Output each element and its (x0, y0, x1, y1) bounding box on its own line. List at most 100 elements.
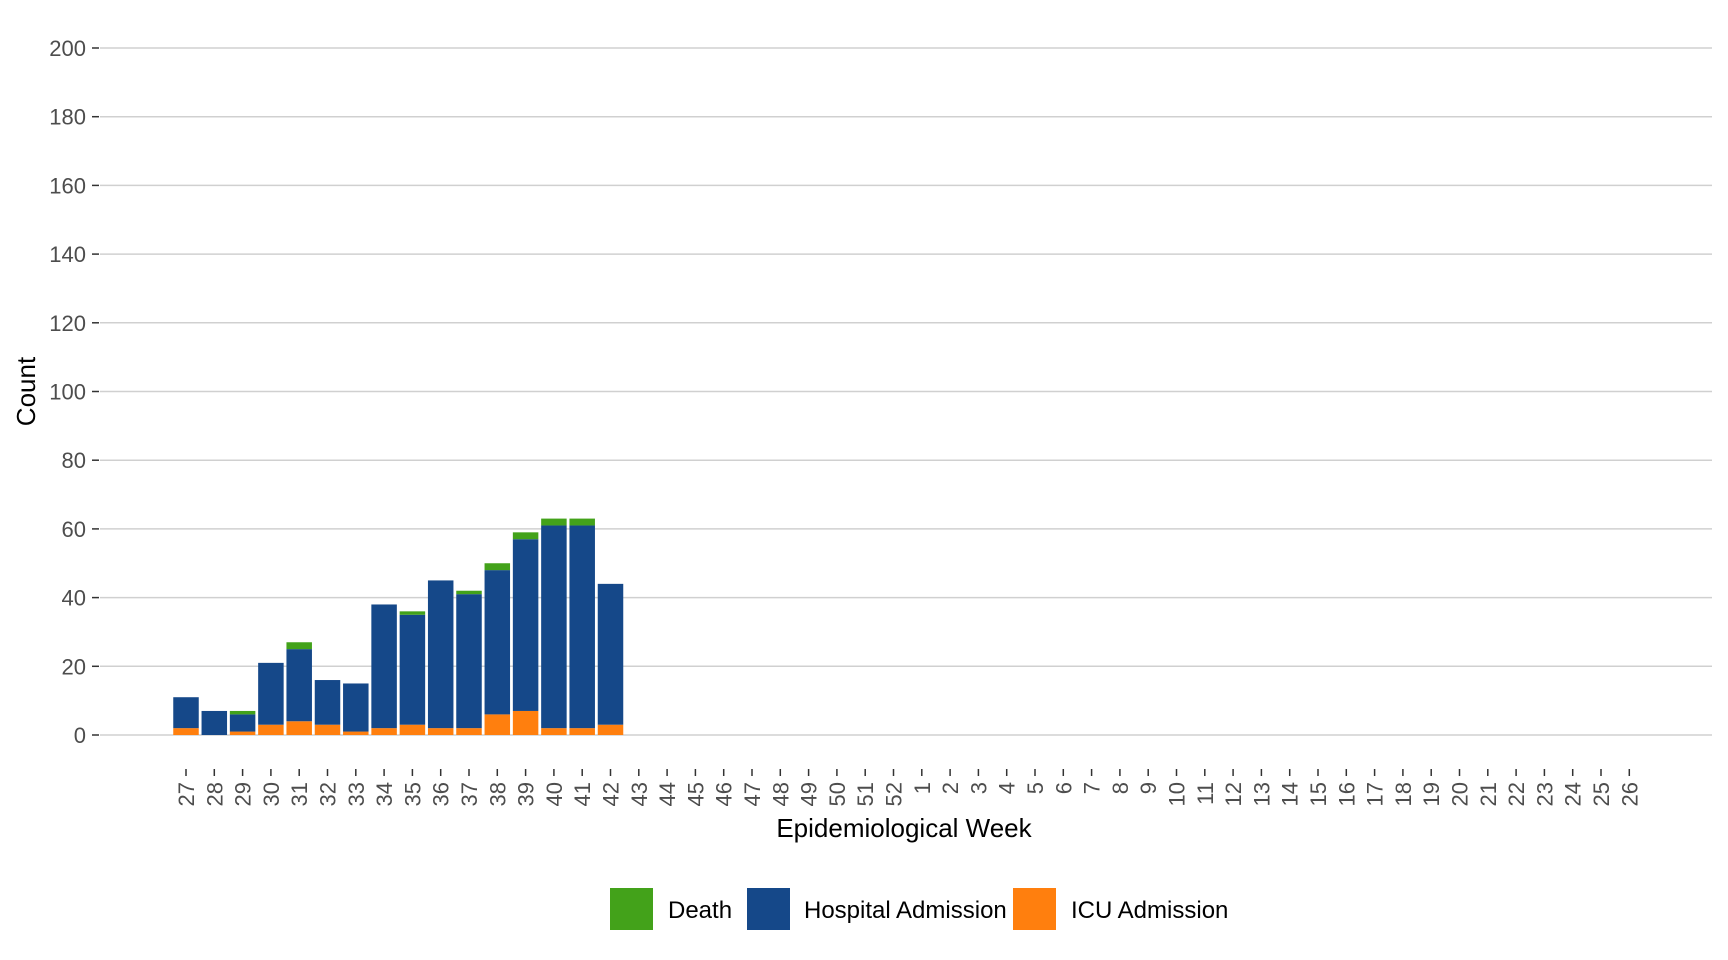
bar-icu-admission (569, 728, 595, 735)
x-tick-label: 24 (1561, 782, 1586, 806)
x-tick-label: 27 (174, 782, 199, 806)
x-tick-label: 32 (316, 782, 341, 806)
y-tick-label: 180 (49, 105, 86, 130)
y-axis-title: Count (11, 356, 41, 426)
x-tick-label: 49 (797, 782, 822, 806)
x-tick-label: 23 (1532, 782, 1557, 806)
x-tick-label: 13 (1249, 782, 1274, 806)
legend-swatch-hospital-admission (747, 888, 790, 930)
x-tick-label: 20 (1448, 782, 1473, 806)
legend-swatch-icu-admission (1013, 888, 1056, 930)
bar-hospital-admission (399, 614, 426, 725)
bar-icu-admission (314, 724, 341, 735)
bar-hospital-admission (484, 570, 511, 715)
bar-death (286, 642, 312, 650)
bar-icu-admission (484, 714, 511, 735)
x-tick-label: 34 (372, 782, 397, 806)
bar-death (456, 590, 482, 595)
x-tick-label: 11 (1193, 782, 1218, 805)
x-tick-label: 31 (287, 782, 312, 806)
bar-hospital-admission (343, 683, 369, 732)
x-tick-label: 28 (202, 782, 227, 806)
x-tick-label: 44 (655, 782, 680, 806)
x-tick-label: 52 (882, 782, 907, 806)
y-tick-label: 200 (49, 36, 86, 61)
y-tick-label: 120 (49, 311, 86, 336)
y-tick-label: 60 (62, 517, 86, 542)
bar-hospital-admission (173, 697, 199, 729)
bar-hospital-admission (314, 680, 341, 725)
x-tick-label: 43 (627, 782, 652, 806)
x-tick-label: 33 (344, 782, 369, 806)
bar-hospital-admission (427, 580, 454, 729)
x-tick-label: 16 (1334, 782, 1359, 806)
bar-hospital-admission (569, 525, 595, 729)
bar-icu-admission (343, 731, 369, 735)
y-tick-label: 140 (49, 242, 86, 267)
x-tick-label: 48 (768, 782, 793, 806)
x-tick-label: 12 (1221, 782, 1246, 806)
x-tick-label: 45 (683, 782, 708, 806)
legend: Death Hospital Admission ICU Admission (610, 888, 1228, 930)
y-tick-label: 100 (49, 380, 86, 405)
y-tick-label: 40 (62, 586, 86, 611)
gridlines (100, 47, 1712, 736)
x-tick-label: 42 (599, 782, 624, 806)
y-tick-label: 160 (49, 173, 86, 198)
legend-label-death: Death (668, 897, 732, 924)
bar-death (541, 518, 567, 526)
bar-hospital-admission (258, 662, 284, 725)
x-tick-label: 37 (457, 782, 482, 806)
x-tick-label: 22 (1504, 782, 1529, 806)
x-tick-label: 10 (1165, 782, 1190, 806)
bar-death (229, 710, 256, 715)
x-axis: 27 28 29 30 31 32 33 34 35 36 37 38 39 40 41 42 43 44 45 46… (174, 769, 1642, 806)
x-tick-label: 41 (570, 782, 595, 806)
y-tick-label: 80 (62, 448, 86, 473)
bar-icu-admission (173, 728, 199, 735)
x-tick-label: 26 (1617, 782, 1642, 806)
x-tick-label: 18 (1391, 782, 1416, 806)
bar-hospital-admission (286, 649, 312, 722)
bar-hospital-admission (229, 714, 256, 732)
x-tick-label: 2 (938, 782, 963, 794)
x-tick-label: 5 (1023, 782, 1048, 794)
y-tick-label: 20 (62, 654, 86, 679)
bars (173, 518, 624, 735)
bar-icu-admission (541, 728, 567, 735)
bar-hospital-admission (456, 594, 482, 729)
bar-death (512, 532, 539, 540)
x-tick-label: 30 (259, 782, 284, 806)
x-tick-label: 29 (231, 782, 256, 806)
x-tick-label: 36 (429, 782, 454, 806)
bar-icu-admission (399, 724, 426, 735)
bar-icu-admission (512, 710, 539, 735)
x-tick-label: 14 (1278, 782, 1303, 806)
bar-icu-admission (371, 728, 397, 735)
y-axis: 0 20 40 60 80 100 120 140 160 180 200 (49, 36, 99, 748)
bar-hospital-admission (201, 710, 228, 735)
x-tick-label: 15 (1306, 782, 1331, 806)
x-tick-label: 38 (485, 782, 510, 806)
x-tick-label: 51 (853, 782, 878, 806)
x-tick-label: 19 (1419, 782, 1444, 806)
bar-hospital-admission (371, 604, 397, 729)
x-tick-label: 25 (1589, 782, 1614, 806)
x-tick-label: 3 (966, 782, 991, 794)
x-tick-label: 46 (712, 782, 737, 806)
x-tick-label: 1 (910, 782, 935, 794)
x-tick-label: 47 (740, 782, 765, 806)
legend-swatch-death (610, 888, 653, 930)
x-tick-label: 39 (514, 782, 539, 806)
x-tick-label: 7 (1080, 782, 1105, 794)
x-axis-title: Epidemiological Week (776, 813, 1032, 843)
x-tick-label: 17 (1363, 782, 1388, 806)
legend-label-icu-admission: ICU Admission (1071, 897, 1228, 924)
bar-icu-admission (286, 721, 312, 735)
y-tick-label: 0 (74, 723, 86, 748)
bar-icu-admission (229, 731, 256, 735)
x-tick-label: 35 (400, 782, 425, 806)
bar-icu-admission (258, 724, 284, 735)
